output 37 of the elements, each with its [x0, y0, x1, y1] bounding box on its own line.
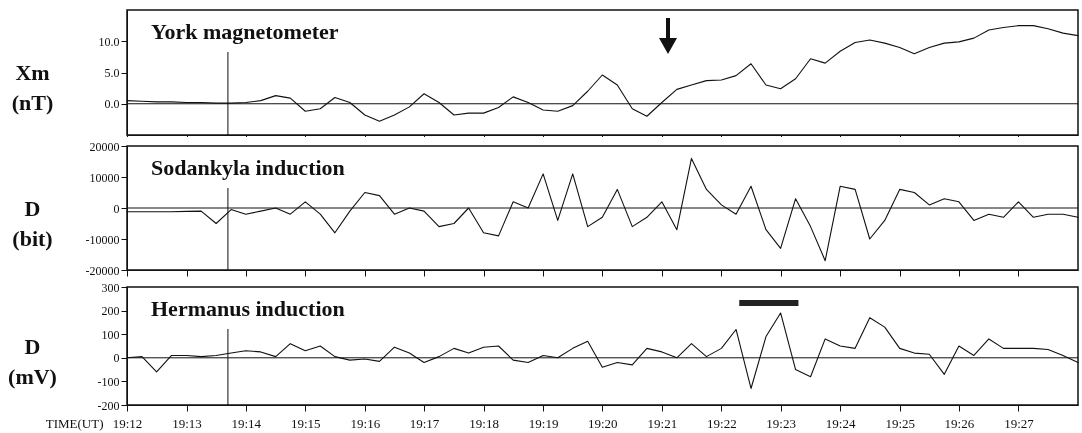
y-tick-label: -100	[97, 374, 120, 389]
x-tick-label: 19:21	[647, 415, 678, 431]
y-tick-label: -10000	[85, 232, 120, 247]
x-tick-label: 19:12	[112, 415, 143, 431]
x-tick-label: 19:23	[766, 415, 796, 431]
y-tick-label: 5.0	[104, 66, 120, 80]
y-tick-label: 300	[101, 280, 120, 295]
y-tick-label: -200	[97, 398, 120, 413]
x-tick-label: 19:18	[469, 415, 499, 431]
y-tick-label: 100	[101, 327, 120, 342]
x-axis-title: TIME(UT)	[45, 415, 104, 431]
y-tick-label: 0	[113, 351, 120, 366]
x-tick-label: 19:17	[409, 415, 440, 431]
y-tick-label: 10000	[89, 170, 120, 185]
y-axis-title: Xm (nT)	[11, 60, 54, 115]
y-axis-title: D (bit)	[12, 195, 53, 251]
x-tick-label: 19:19	[528, 415, 559, 431]
x-tick-label: 19:22	[707, 415, 737, 431]
x-tick-label: 19:20	[588, 415, 618, 431]
chart-title: York magnetometer	[151, 19, 339, 44]
y-tick-label: -20000	[85, 263, 120, 278]
x-tick-label: 19:14	[231, 415, 262, 431]
x-tick-label: 19:13	[172, 415, 202, 431]
chart-title: Sodankyla induction	[151, 155, 345, 180]
x-tick-label: 19:25	[885, 415, 916, 431]
y-tick-label: 20000	[89, 139, 120, 154]
y-axis-title: D (mV)	[8, 333, 57, 389]
x-tick-label: 19:26	[944, 415, 975, 431]
y-tick-label: 10.0	[98, 34, 120, 49]
y-tick-label: 0.0	[104, 97, 120, 112]
x-tick-label: 19:27	[1004, 415, 1035, 431]
y-tick-label: 0	[113, 201, 120, 216]
y-tick-label: 200	[101, 304, 120, 319]
chart-title: Hermanus induction	[151, 296, 345, 321]
x-tick-label: 19:15	[290, 415, 321, 431]
x-tick-label: 19:24	[825, 415, 856, 431]
x-tick-label: 19:16	[350, 415, 381, 431]
